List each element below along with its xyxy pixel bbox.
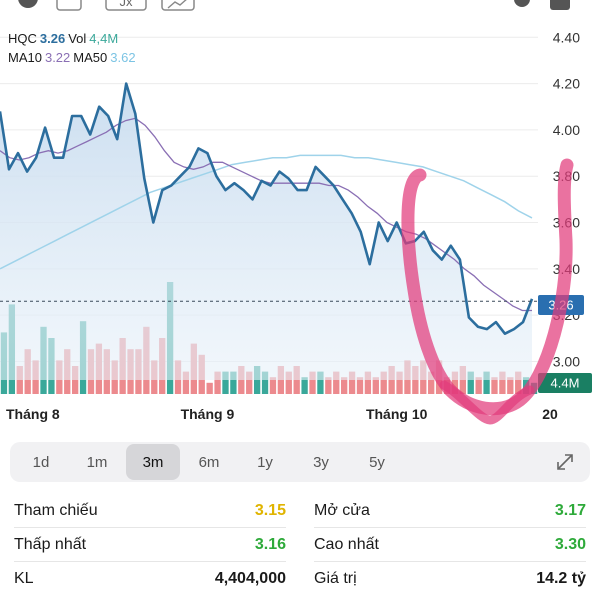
annotation-marker — [401, 158, 574, 416]
volume-bar — [261, 371, 269, 394]
time-range-selector: 1d 1m 3m 6m 1y 3y 5y — [10, 442, 590, 482]
legend-vol-label: Vol — [68, 31, 87, 46]
volume-bar — [507, 377, 514, 394]
y-tick-label: 4.40 — [553, 29, 580, 45]
stat-high: Cao nhất 3.30 — [314, 528, 586, 562]
volume-bar — [356, 377, 364, 394]
legend-price: 3.26 — [39, 31, 66, 46]
stat-low-label: Thấp nhất — [14, 535, 87, 553]
volume-bar — [269, 377, 277, 394]
volume-bar — [285, 371, 292, 394]
stat-volume: KL 4,404,000 — [14, 562, 286, 596]
volume-bar — [475, 377, 482, 394]
indicator-button — [105, 0, 147, 11]
y-tick-label: 4.20 — [553, 76, 580, 92]
volume-bar — [364, 371, 372, 394]
volume-bar — [206, 382, 213, 394]
legend-ma50-label: MA50 — [73, 50, 108, 65]
price-line — [0, 82, 534, 336]
volume-bar — [483, 371, 490, 394]
volume-bar — [380, 371, 387, 394]
legend-symbol: HQC — [8, 31, 37, 46]
volume-bar — [214, 371, 221, 394]
price-chart-svg: 3.003.203.403.603.804.004.204.40 Tháng 8… — [0, 0, 592, 425]
y-tick-label: 4.00 — [553, 122, 580, 138]
stat-open-label: Mở cửa — [314, 501, 370, 519]
volume-bar — [182, 371, 190, 394]
y-tick-label: 3.00 — [553, 354, 580, 370]
x-tick-label: Tháng 8 — [6, 406, 60, 422]
current-volume-badge: 4.4M — [538, 373, 592, 393]
layout-icon — [56, 0, 82, 11]
drawing-tool-icon — [18, 0, 38, 8]
range-3m[interactable]: 3m — [126, 444, 180, 480]
compare-button — [161, 0, 195, 11]
stat-open-value: 3.17 — [554, 501, 586, 519]
volume-bar — [230, 371, 237, 394]
stat-reference-label: Tham chiếu — [14, 501, 98, 519]
legend-row-1: HQC 3.26 Vol 4,4M — [8, 31, 121, 46]
indicator-button-label: Jx — [120, 0, 134, 9]
range-5y[interactable]: 5y — [369, 453, 385, 471]
volume-bar — [309, 371, 316, 394]
volume-bar — [428, 371, 435, 394]
volume-bar — [317, 371, 324, 394]
stat-open: Mở cửa 3.17 — [314, 494, 586, 528]
stat-reference: Tham chiếu 3.15 — [14, 494, 286, 528]
range-3y[interactable]: 3y — [313, 453, 329, 471]
x-tick-label: Tháng 9 — [181, 406, 235, 422]
stat-reference-value: 3.15 — [254, 501, 286, 519]
price-area-fill — [0, 83, 532, 380]
volume-bar — [333, 371, 340, 394]
stat-value-label: Giá trị — [314, 570, 357, 587]
ma50-line — [0, 154, 533, 270]
stock-chart[interactable]: 3.00 3.20 3.40 3.60 3.80 4.00 4.20 4.40 Tháng 8… — [0, 0, 600, 430]
volume-bar — [301, 377, 308, 394]
volume-bar — [451, 371, 459, 394]
range-1m[interactable]: 1m — [86, 453, 108, 471]
legend-ma10-label: MA10 — [8, 50, 42, 65]
volume-bar — [467, 371, 474, 394]
stat-volume-value: 4,404,000 — [214, 570, 286, 587]
range-6m[interactable]: 6m — [198, 453, 220, 471]
stat-value: Giá trị 14.2 tỷ — [314, 562, 586, 596]
expand-icon[interactable] — [554, 451, 576, 473]
stat-high-label: Cao nhất — [314, 535, 379, 553]
trend-icon — [167, 0, 187, 9]
volume-bar — [396, 371, 403, 394]
range-1y[interactable]: 1y — [257, 453, 273, 471]
volume-bar — [372, 377, 379, 394]
volume-bar — [325, 377, 332, 394]
settings-icon — [514, 0, 530, 7]
stat-value-value: 14.2 tỷ — [536, 570, 586, 587]
volume-bar — [246, 371, 253, 394]
stat-low-value: 3.16 — [254, 535, 286, 553]
annotation-marker-tail — [439, 380, 535, 425]
x-tick-label: 20 — [542, 406, 558, 422]
stat-low: Thấp nhất 3.16 — [14, 528, 286, 562]
volume-bar — [515, 371, 522, 394]
legend-row-2: MA10 3.22 MA50 3.62 — [8, 50, 139, 65]
volume-bar — [341, 377, 348, 394]
current-volume-badge-text: 4.4M — [551, 376, 580, 391]
legend-ma10-value: 3.22 — [44, 50, 71, 65]
volume-bar — [491, 377, 498, 394]
volume-bar — [348, 371, 356, 394]
stat-high-value: 3.30 — [554, 535, 586, 553]
x-axis-labels: Tháng 8 Tháng 9 Tháng 10 20 — [6, 406, 558, 422]
range-1d[interactable]: 1d — [32, 453, 50, 471]
stat-volume-label: KL — [14, 570, 34, 587]
x-tick-label: Tháng 10 — [366, 406, 428, 422]
legend-ma50-value: 3.62 — [110, 50, 136, 65]
legend-vol-value: 4,4M — [89, 31, 119, 46]
volume-bar — [499, 371, 506, 394]
fullscreen-chart-button — [550, 0, 570, 10]
volume-bar — [222, 371, 229, 394]
